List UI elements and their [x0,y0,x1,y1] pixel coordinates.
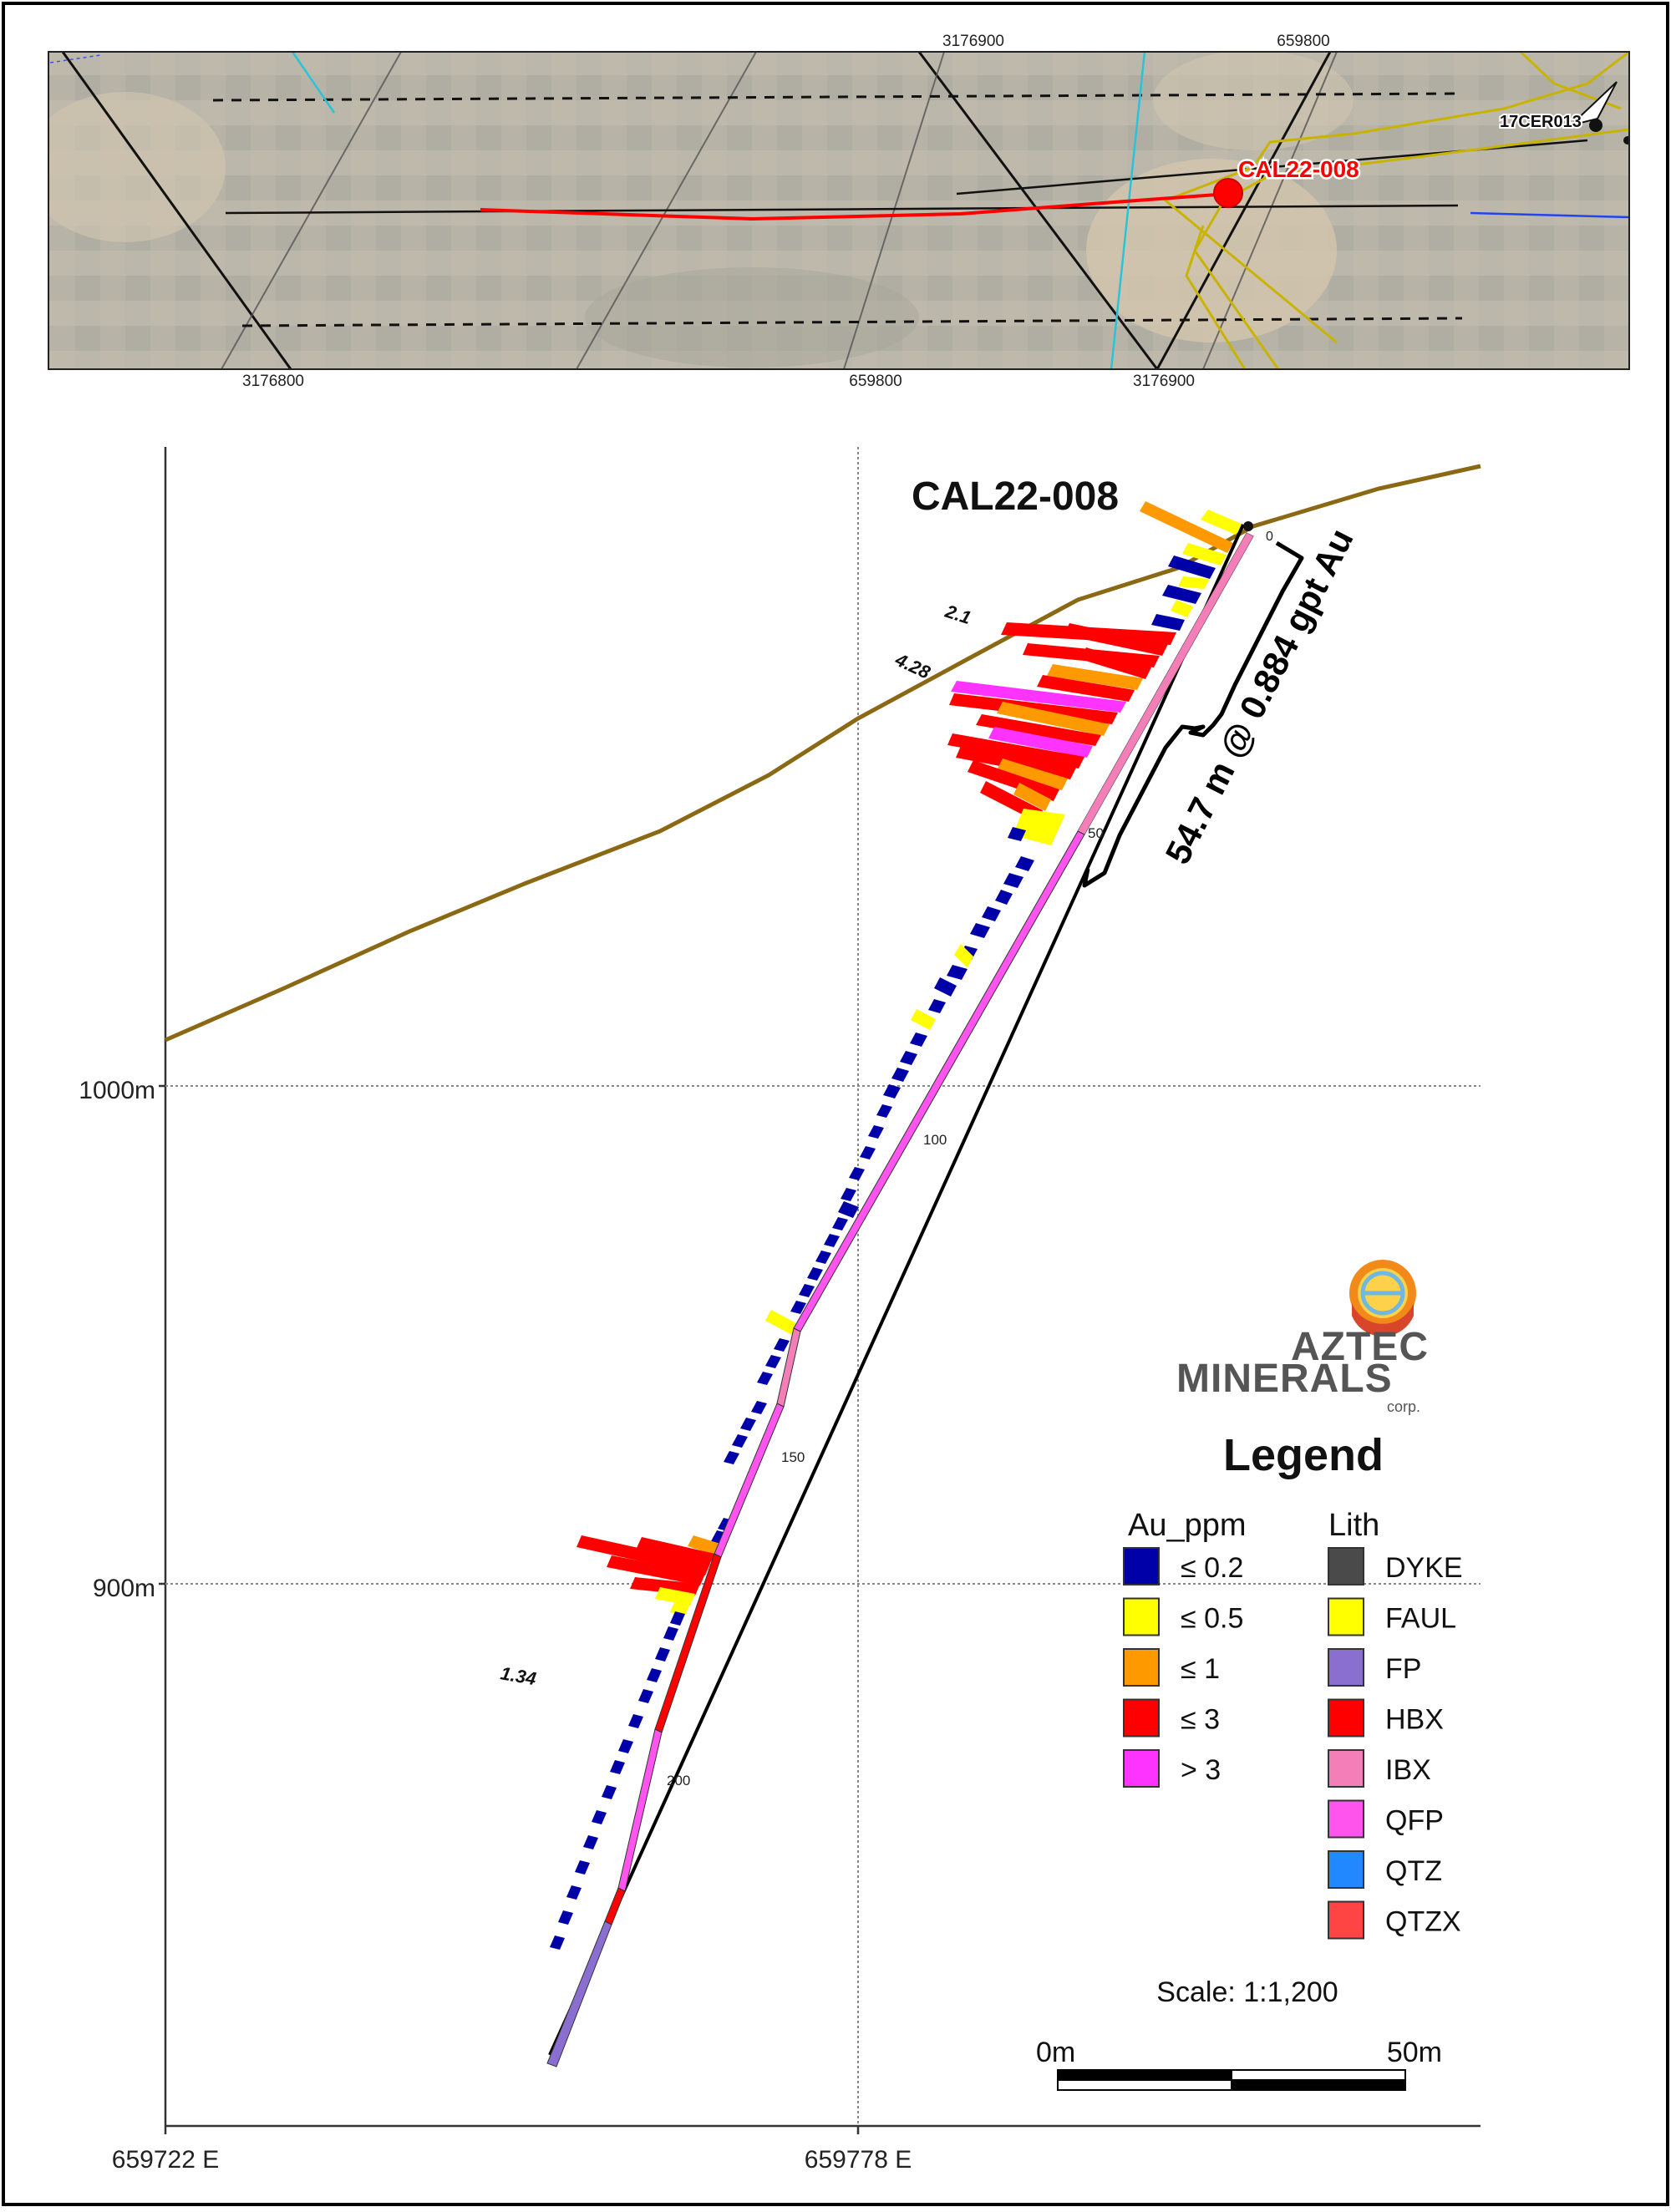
peak-label-3: 1.34 [499,1662,538,1689]
lith-legend-label: FAUL [1385,1603,1456,1635]
depth-tick-150: 150 [781,1449,805,1465]
plan-hole-trace [480,192,1229,221]
legend-au-header: Au_ppm [1128,1508,1247,1543]
depth-tick-200: 200 [667,1773,690,1788]
plan-hole-label: CAL22-008 [1238,156,1359,182]
lith-legend-swatch [1328,1850,1364,1889]
logo-line-1: AZTEC [1291,1325,1429,1369]
grid-label-bottom-1: 3176800 [242,373,304,390]
lith-legend-label: HBX [1385,1704,1444,1736]
easting-label-2: 659778 E [805,2146,912,2174]
peak-label-2: 4.28 [891,648,934,682]
lith-legend-swatch [1328,1698,1364,1738]
north-arrow-icon [1567,81,1618,127]
lith-legend-label: QTZ [1385,1855,1442,1887]
lith-legend-swatch [1328,1648,1364,1687]
au-legend-label: ≤ 0.2 [1181,1552,1243,1584]
intercept-bracket [1082,540,1304,888]
au-legend-label: ≤ 1 [1181,1653,1220,1685]
lith-legend-swatch [1328,1799,1364,1839]
au-legend-swatch [1123,1749,1160,1788]
plan-map: CAL22-008 17CER013 3176900 659800 317680… [48,33,1630,390]
grid-label-top-2: 659800 [1277,33,1329,50]
depth-tick-0: 0 [1266,530,1273,544]
lith-legend-label: IBX [1385,1754,1431,1786]
lith-legend-items: DYKE FAUL FP HBX IBX QFP QTZ QTZX [1328,1547,1463,1940]
other-hole-label: 17CER013 [1500,113,1582,131]
legend-lith-header: Lith [1328,1508,1379,1543]
au-bars-mid [724,856,1034,1464]
legend-title: Legend [1223,1430,1384,1480]
au-legend-items: ≤ 0.2 ≤ 0.5 ≤ 1 ≤ 3 > 3 [1123,1547,1243,1788]
hole-title: CAL22-008 [912,474,1119,519]
contour-line [1163,52,1629,344]
au-histogram [550,501,1243,1950]
lith-legend-label: QFP [1385,1805,1444,1837]
lith-legend-label: QTZX [1385,1906,1461,1938]
au-legend-label: > 3 [1181,1754,1221,1786]
intercept-label: 54.7 m @ 0.884 gpt Au [1158,522,1361,870]
company-logo: AZTEC MINERALS corp. [1176,1260,1429,1415]
logo-line-2: MINERALS [1176,1357,1393,1401]
lith-legend-label: FP [1385,1653,1421,1685]
lith-legend-swatch [1328,1749,1364,1788]
lith-legend-swatch [1328,1900,1364,1940]
grid-label-bottom-2: 659800 [849,373,902,390]
au-legend-swatch [1123,1547,1160,1585]
easting-label-1: 659722 E [112,2146,219,2174]
collar-marker [1213,178,1243,208]
logo-line-3: corp. [1387,1398,1420,1415]
grid-label-top-1: 3176900 [942,33,1004,50]
au-bars-lower [550,1518,734,1950]
scale-text: Scale: 1:1,200 [1156,1976,1338,2008]
au-legend-swatch [1123,1698,1160,1738]
lith-legend-swatch [1328,1597,1364,1636]
depth-tick-50: 50 [1088,825,1104,841]
elevation-label-900: 900m [93,1575,155,1602]
scale-start-label: 0m [1036,2037,1075,2068]
topography-line [164,464,1481,1043]
scale-end-label: 50m [1387,2037,1442,2068]
scale-bar: Scale: 1:1,200 0m 50m [1036,1976,1442,2091]
legend: Legend Au_ppm Lith ≤ 0.2 ≤ 0.5 ≤ 1 ≤ 3 > 3 D… [1123,1430,1463,1940]
elevation-label-1000: 1000m [79,1077,155,1104]
depth-tick-100: 100 [923,1132,947,1148]
au-bars-upper [947,501,1243,845]
au-legend-swatch [1123,1648,1160,1687]
au-legend-label: ≤ 0.5 [1181,1603,1243,1635]
section-line [225,204,1459,215]
lith-legend-label: DYKE [1385,1552,1463,1584]
peak-label-1: 2.1 [942,601,974,629]
au-legend-label: ≤ 3 [1181,1704,1220,1736]
fault-line [1155,52,1332,369]
lith-legend-swatch [1328,1547,1364,1585]
grid-label-bottom-3: 3176900 [1133,373,1195,390]
cross-section: 1000m 900m 659722 E 659778 E [79,447,1481,2174]
fault-line [61,52,292,369]
drill-hole-trace [546,521,1254,2067]
other-collar-marker [1589,119,1602,132]
au-legend-swatch [1123,1597,1160,1636]
